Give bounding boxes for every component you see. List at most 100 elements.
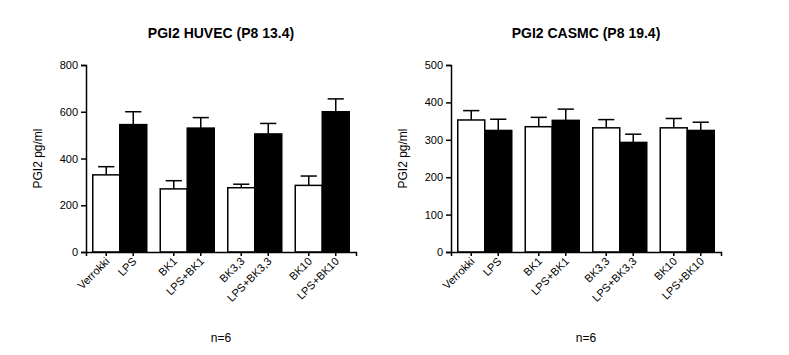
error-bar-cap — [125, 111, 141, 113]
y-axis: 0100200300400500 — [425, 59, 452, 258]
chart: PGI2 HUVEC (P8 13.4)PGI2 pg/mln=60200400… — [31, 25, 357, 345]
y-tick: 400 — [60, 153, 86, 165]
error-bar — [625, 134, 641, 142]
y-tick: 100 — [425, 209, 451, 221]
error-bar-stem — [606, 120, 608, 128]
error-bar — [125, 112, 141, 125]
error-bar-cap — [233, 183, 249, 185]
y-tick-label: 800 — [60, 59, 78, 71]
error-bar — [463, 111, 479, 120]
y-tick-label: 0 — [437, 246, 443, 258]
y-tick-label: 600 — [60, 106, 78, 118]
y-axis-title: PGI2 pg/ml — [31, 128, 45, 188]
error-bar-stem — [335, 99, 337, 112]
error-bar — [260, 123, 276, 134]
bar — [120, 125, 147, 252]
x-axis-line — [452, 253, 722, 257]
bar — [187, 128, 214, 252]
x-tick: LPS+BK10 — [294, 252, 341, 302]
error-bar-stem — [308, 176, 310, 185]
chart-title: PGI2 CASMC (P8 19.4) — [512, 25, 661, 41]
error-bar-stem — [700, 122, 702, 130]
y-tick-mark — [81, 112, 86, 114]
y-tick: 600 — [60, 106, 86, 118]
x-tick-label: LPS+BK10 — [659, 255, 706, 302]
error-bar-stem — [538, 117, 540, 126]
x-tick: LPS+BK3,3 — [225, 252, 274, 304]
error-bar-cap — [98, 166, 114, 168]
error-bar — [598, 120, 614, 128]
y-tick-label: 200 — [60, 199, 78, 211]
y-tick-label: 0 — [72, 246, 78, 258]
y-tick-mark — [81, 65, 86, 67]
bar — [525, 127, 552, 252]
x-tick: BK1 — [521, 252, 544, 278]
bar — [93, 175, 120, 252]
error-bar-cap — [490, 118, 506, 120]
x-tick: Verrokki — [440, 252, 477, 292]
bar — [620, 142, 647, 252]
y-tick-mark — [446, 102, 451, 104]
x-tick-label: Verrokki — [440, 255, 477, 292]
bar — [552, 120, 579, 252]
x-axis: VerrokkiLPSBK1LPS+BK1BK3,3LPS+BK3,3BK10L… — [75, 252, 356, 304]
x-tick-mark — [200, 252, 202, 256]
error-bar-cap — [693, 121, 709, 123]
error-bar-stem — [498, 119, 500, 130]
error-bar-stem — [565, 109, 567, 120]
y-tick-mark — [446, 65, 451, 67]
error-bar-cap — [260, 123, 276, 125]
x-tick-mark — [106, 252, 108, 256]
y-axis: 0 200 400 600 800 — [60, 59, 87, 258]
bar — [593, 128, 620, 252]
x-tick-label: LPS+BK10 — [294, 255, 341, 302]
x-tick: LPS+BK3,3 — [590, 252, 639, 304]
y-tick-mark — [446, 214, 451, 216]
error-bar-stem — [471, 111, 473, 120]
x-tick-mark — [241, 252, 243, 256]
error-bar — [166, 181, 182, 189]
error-bar-cap — [531, 117, 547, 119]
y-tick-label: 300 — [425, 134, 443, 146]
bar — [485, 130, 512, 252]
bar — [322, 112, 349, 252]
bar — [687, 130, 714, 252]
error-bar — [490, 119, 506, 130]
x-tick-mark — [700, 252, 702, 256]
x-tick-label: LPS+BK1 — [164, 255, 206, 297]
bar — [255, 134, 282, 252]
x-tick-mark — [471, 252, 473, 256]
error-bar — [531, 117, 547, 126]
error-bar — [328, 99, 344, 112]
y-tick-label: 500 — [425, 59, 443, 71]
x-tick-label: BK1 — [521, 255, 544, 278]
x-tick-label: LPS+BK3,3 — [225, 255, 274, 304]
y-tick-label: 200 — [425, 171, 443, 183]
x-tick-mark — [565, 252, 567, 256]
y-tick: 200 — [60, 199, 86, 211]
x-tick-mark — [173, 252, 175, 256]
error-bar — [666, 118, 682, 127]
error-bar-stem — [133, 112, 135, 125]
y-axis-line — [81, 66, 87, 253]
y-tick: 300 — [425, 134, 451, 146]
x-tick: LPS — [115, 252, 138, 278]
error-bar-stem — [173, 181, 175, 189]
x-tick-label: LPS+BK1 — [529, 255, 571, 297]
error-bar-stem — [200, 118, 202, 129]
error-bar-cap — [301, 175, 317, 177]
y-tick-mark — [446, 252, 451, 254]
y-tick: 500 — [425, 59, 451, 71]
chart: PGI2 CASMC (P8 19.4)PGI2 pg/mln=60100200… — [396, 25, 722, 345]
x-tick: BK1 — [156, 252, 179, 278]
error-bar-cap — [166, 180, 182, 182]
bar — [660, 128, 687, 252]
x-tick-mark — [673, 252, 675, 256]
figure: PGI2 HUVEC (P8 13.4)PGI2 pg/mln=60200400… — [0, 0, 789, 355]
x-tick-mark — [538, 252, 540, 256]
y-tick-label: 400 — [60, 153, 78, 165]
error-bar-stem — [106, 167, 108, 175]
x-tick: LPS+BK10 — [659, 252, 706, 302]
error-bar-cap — [193, 117, 209, 119]
error-bar — [693, 122, 709, 130]
